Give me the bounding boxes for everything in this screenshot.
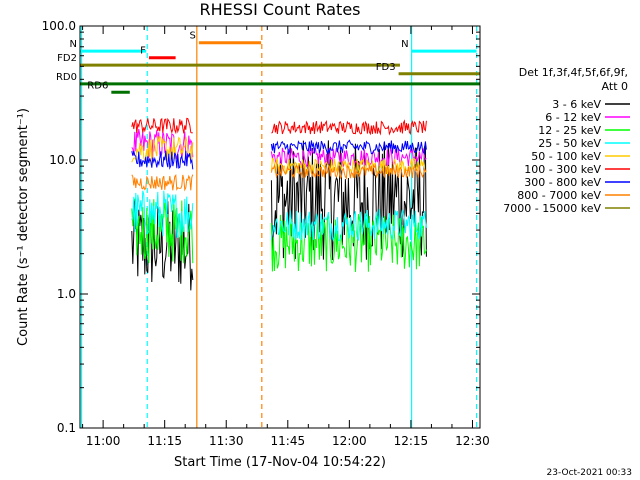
legend-entry-label: 50 - 100 keV xyxy=(531,150,601,163)
series-line-100-300-kev xyxy=(271,119,427,136)
y-tick-label: 100.0 xyxy=(42,19,76,33)
x-tick-label: 11:45 xyxy=(271,434,306,448)
state-bar-label: FD3 xyxy=(376,62,396,73)
state-bar-label: N xyxy=(401,39,408,50)
series-line-800-7000-kev xyxy=(270,163,427,180)
series-line-25-50-kev xyxy=(131,190,194,239)
state-bar-label: F xyxy=(140,46,146,57)
vertical-marker-lines xyxy=(80,26,478,428)
series-line-25-50-kev xyxy=(270,209,427,242)
y-axis-label: Count Rate (s⁻¹ detector segment⁻¹) xyxy=(16,108,31,346)
legend-entry-label: 25 - 50 keV xyxy=(538,137,601,150)
legend-entry-label: 7000 - 15000 keV xyxy=(503,202,601,215)
state-bar-label: N xyxy=(70,39,77,50)
series-line-12-25-kev xyxy=(131,198,194,264)
legend-entry-label: 6 - 12 keV xyxy=(545,111,601,124)
attenuator-state-bars: N N S F FD2 FD3 RD0 RD6 xyxy=(56,31,480,94)
y-tick-label: 0.1 xyxy=(57,421,76,435)
legend-entry-label: 300 - 800 keV xyxy=(524,176,601,189)
series-line-300-800-kev xyxy=(131,150,194,170)
x-tick-label: 12:30 xyxy=(455,434,490,448)
state-bar-label: S xyxy=(190,31,196,42)
x-tick-label: 12:15 xyxy=(394,434,429,448)
plot-timestamp: 23-Oct-2021 00:33 xyxy=(546,468,632,478)
legend-header: Att 0 xyxy=(602,80,628,93)
x-tick-label: 11:30 xyxy=(209,434,244,448)
legend-header: Det 1f,3f,4f,5f,6f,9f, xyxy=(519,66,628,79)
legend-entry-label: 800 - 7000 keV xyxy=(517,189,601,202)
plot-frame xyxy=(79,25,481,429)
x-tick-label: 11:00 xyxy=(86,434,121,448)
series-line-50-100-kev xyxy=(270,157,427,175)
legend-entry-label: 12 - 25 keV xyxy=(538,124,601,137)
x-tick-label: 11:15 xyxy=(147,434,182,448)
series-line-50-100-kev xyxy=(131,136,194,164)
chart-title: RHESSI Count Rates xyxy=(199,0,361,19)
state-bar-label: FD2 xyxy=(57,53,77,64)
state-bar-label: RD0 xyxy=(56,72,77,83)
count-rate-curves xyxy=(131,117,427,291)
series-line-800-7000-kev xyxy=(131,174,194,192)
state-bar-label: RD6 xyxy=(87,80,108,91)
legend-entry-label: 100 - 300 keV xyxy=(524,163,601,176)
y-tick-label: 10.0 xyxy=(49,153,76,167)
x-tick-label: 12:00 xyxy=(332,434,367,448)
series-line-300-800-kev xyxy=(270,139,427,156)
x-axis-label: Start Time (17-Nov-04 10:54:22) xyxy=(174,455,386,470)
axes: 0.1 1.0 10.0 100.0 11:00 11:15 11:30 11:45 12:00… xyxy=(42,19,490,448)
y-tick-label: 1.0 xyxy=(57,287,76,301)
legend-entry-label: 3 - 6 keV xyxy=(552,98,601,111)
series-line-100-300-kev xyxy=(131,117,193,135)
